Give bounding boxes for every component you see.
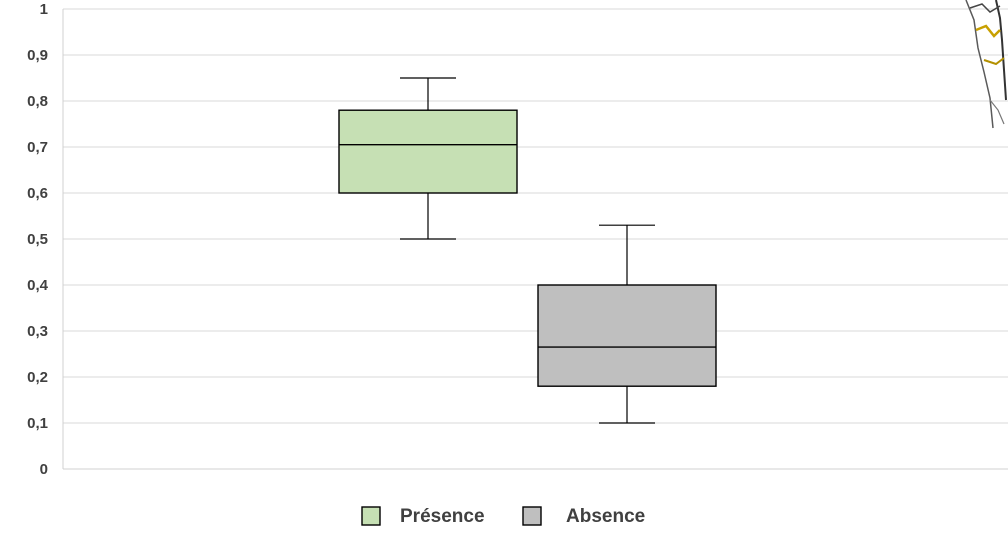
box-1 — [338, 77, 518, 240]
y-tick-label: 0,5 — [27, 231, 48, 248]
legend-label: Absence — [566, 506, 645, 527]
sketch-stroke — [969, 3, 1001, 13]
y-tick-label: 0,9 — [27, 47, 48, 64]
box-2 — [537, 224, 717, 424]
y-tick-label: 0,4 — [27, 277, 49, 294]
legend-item-2: Absence — [522, 506, 645, 527]
y-axis: 0 0,1 0,2 0,3 0,4 0,5 0,6 0,7 0,8 0,9 1 — [27, 1, 64, 478]
sketch-stroke — [965, 0, 994, 129]
iqr-box — [537, 284, 717, 387]
sketch-stroke — [975, 24, 1001, 38]
y-tick-label: 0,3 — [27, 323, 48, 340]
sketch-stroke — [983, 57, 1005, 66]
y-tick-label: 0,8 — [27, 93, 48, 110]
legend-label: Présence — [400, 506, 485, 527]
corner-drawing-fragment — [965, 0, 1007, 129]
sketch-stroke — [995, 0, 1007, 101]
legend-swatch — [361, 506, 381, 526]
y-tick-label: 1 — [40, 1, 48, 18]
legend: Présence Absence — [361, 506, 645, 527]
boxes — [338, 77, 717, 424]
legend-item-1: Présence — [361, 506, 485, 527]
y-tick-label: 0,2 — [27, 369, 48, 386]
legend-swatch — [522, 506, 542, 526]
sketch-stroke — [989, 99, 1005, 125]
grid-layer — [63, 8, 1008, 470]
iqr-box — [338, 109, 518, 194]
y-tick-label: 0 — [40, 461, 48, 478]
y-tick-label: 0,6 — [27, 185, 48, 202]
y-tick-label: 0,7 — [27, 139, 48, 156]
y-tick-label: 0,1 — [27, 415, 48, 432]
